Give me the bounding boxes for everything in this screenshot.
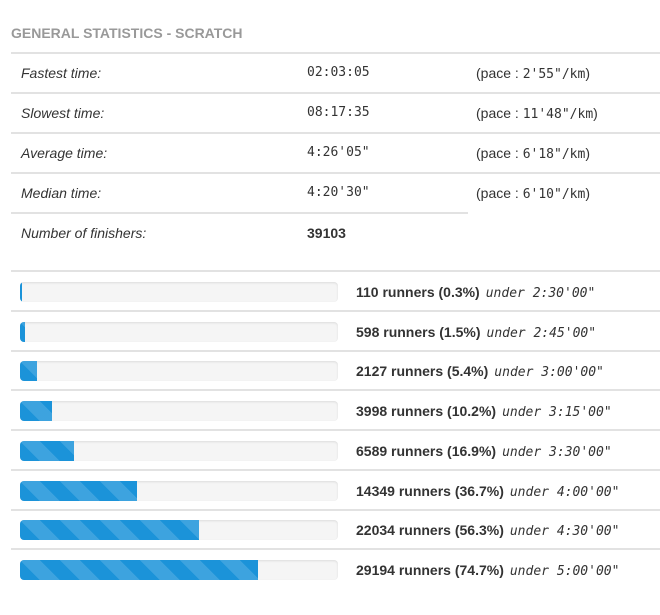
stat-pace: (pace : 6'10"/km) <box>476 185 590 202</box>
progress-bar <box>20 520 338 541</box>
pace-value: 6'10"/km <box>522 187 586 202</box>
stat-row: Average time: 4:26'05" (pace : 6'18"/km) <box>11 133 660 172</box>
progress-fill <box>20 480 137 501</box>
pace-suffix: ) <box>585 65 590 81</box>
progress-fill <box>20 282 22 302</box>
runner-count: 22034 runners (56.3%) <box>356 522 504 539</box>
threshold-text: 6589 runners (16.9%) under 3:30'00" <box>356 443 612 460</box>
pace-prefix: (pace : <box>476 185 523 201</box>
pace-prefix: (pace : <box>476 105 523 121</box>
divider <box>11 429 660 432</box>
runner-count: 110 runners (0.3%) <box>356 284 480 300</box>
runner-count: 598 runners (1.5%) <box>356 323 481 340</box>
threshold-text: 598 runners (1.5%) under 2:45'00" <box>356 324 596 341</box>
stat-row: Slowest time: 08:17:35 (pace : 11'48"/km) <box>11 93 660 132</box>
threshold-text: 22034 runners (56.3%) under 4:30'00" <box>356 522 619 539</box>
threshold-text: 3998 runners (10.2%) under 3:15'00" <box>356 403 612 420</box>
threshold-row: 29194 runners (74.7%) under 5:00'00" <box>0 550 660 590</box>
runner-count: 14349 runners (36.7%) <box>356 482 504 499</box>
threshold-row: 598 runners (1.5%) under 2:45'00" <box>0 312 660 352</box>
pace-value: 6'18"/km <box>522 147 586 162</box>
stat-label: Fastest time: <box>21 65 102 81</box>
progress-bar <box>20 401 338 422</box>
stat-label: Average time: <box>21 145 108 161</box>
pace-suffix: ) <box>593 105 598 121</box>
progress-fill <box>20 361 38 382</box>
pace-suffix: ) <box>585 145 590 161</box>
stat-label: Number of finishers: <box>21 225 147 241</box>
progress-fill <box>20 321 25 342</box>
stat-pace: (pace : 11'48"/km) <box>476 105 598 122</box>
stat-pace: (pace : 2'55"/km) <box>476 65 590 82</box>
time-threshold: under 2:30'00" <box>485 286 596 301</box>
divider <box>11 389 660 392</box>
threshold-row: 14349 runners (36.7%) under 4:00'00" <box>0 471 660 511</box>
time-threshold: under 4:00'00" <box>509 484 620 500</box>
pace-prefix: (pace : <box>476 145 523 161</box>
pace-value: 11'48"/km <box>522 107 594 122</box>
progress-fill <box>20 559 258 580</box>
time-threshold: under 3:15'00" <box>502 405 612 421</box>
runner-count: 2127 runners (5.4%) <box>356 363 489 380</box>
divider <box>11 548 660 551</box>
threshold-row: 22034 runners (56.3%) under 4:30'00" <box>0 510 660 550</box>
divider <box>11 508 660 511</box>
threshold-row: 110 runners (0.3%) under 2:30'00" <box>0 272 660 312</box>
divider <box>11 172 660 174</box>
threshold-row: 3998 runners (10.2%) under 3:15'00" <box>0 391 660 431</box>
stat-value: 4:20'30" <box>307 185 370 200</box>
divider <box>11 212 468 214</box>
threshold-row: 2127 runners (5.4%) under 3:00'00" <box>0 351 660 391</box>
threshold-text: 110 runners (0.3%) under 2:30'00" <box>356 284 595 301</box>
stat-label: Median time: <box>21 185 102 201</box>
stat-value: 02:03:05 <box>307 65 370 80</box>
threshold-text: 29194 runners (74.7%) under 5:00'00" <box>356 562 619 579</box>
progress-bar <box>20 480 338 501</box>
divider <box>11 132 660 134</box>
progress-bar <box>20 282 338 302</box>
time-threshold: under 5:00'00" <box>509 563 620 579</box>
progress-fill <box>20 520 200 541</box>
stat-row: Median time: 4:20'30" (pace : 6'10"/km) <box>11 173 660 212</box>
divider <box>11 310 660 312</box>
section-title: GENERAL STATISTICS - SCRATCH <box>11 25 243 41</box>
time-threshold: under 3:30'00" <box>502 444 612 460</box>
stat-value: 4:26'05" <box>307 145 370 160</box>
runner-count: 6589 runners (16.9%) <box>356 442 497 459</box>
divider <box>11 468 660 471</box>
progress-bar <box>20 559 338 580</box>
pace-value: 2'55"/km <box>522 67 586 82</box>
progress-bar <box>20 440 338 461</box>
divider <box>11 52 660 54</box>
pace-prefix: (pace : <box>476 65 523 81</box>
progress-bar <box>20 361 338 382</box>
stat-value: 39103 <box>307 225 346 241</box>
divider <box>11 349 660 352</box>
runner-count: 3998 runners (10.2%) <box>356 403 497 420</box>
pace-suffix: ) <box>585 185 590 201</box>
progress-fill <box>20 440 74 461</box>
stat-pace: (pace : 6'18"/km) <box>476 145 590 162</box>
stat-row: Fastest time: 02:03:05 (pace : 2'55"/km) <box>11 53 660 92</box>
threshold-text: 2127 runners (5.4%) under 3:00'00" <box>356 363 604 380</box>
time-threshold: under 3:00'00" <box>494 365 604 381</box>
progress-bar <box>20 321 338 342</box>
divider <box>11 270 660 272</box>
divider <box>11 92 660 94</box>
runner-count: 29194 runners (74.7%) <box>356 561 504 578</box>
time-threshold: under 2:45'00" <box>486 325 597 341</box>
time-threshold: under 4:30'00" <box>509 524 620 540</box>
stat-row: Number of finishers: 39103 <box>11 213 660 252</box>
progress-fill <box>20 401 53 422</box>
stat-value: 08:17:35 <box>307 105 370 120</box>
stat-label: Slowest time: <box>21 105 105 121</box>
threshold-text: 14349 runners (36.7%) under 4:00'00" <box>356 483 619 500</box>
threshold-row: 6589 runners (16.9%) under 3:30'00" <box>0 431 660 471</box>
